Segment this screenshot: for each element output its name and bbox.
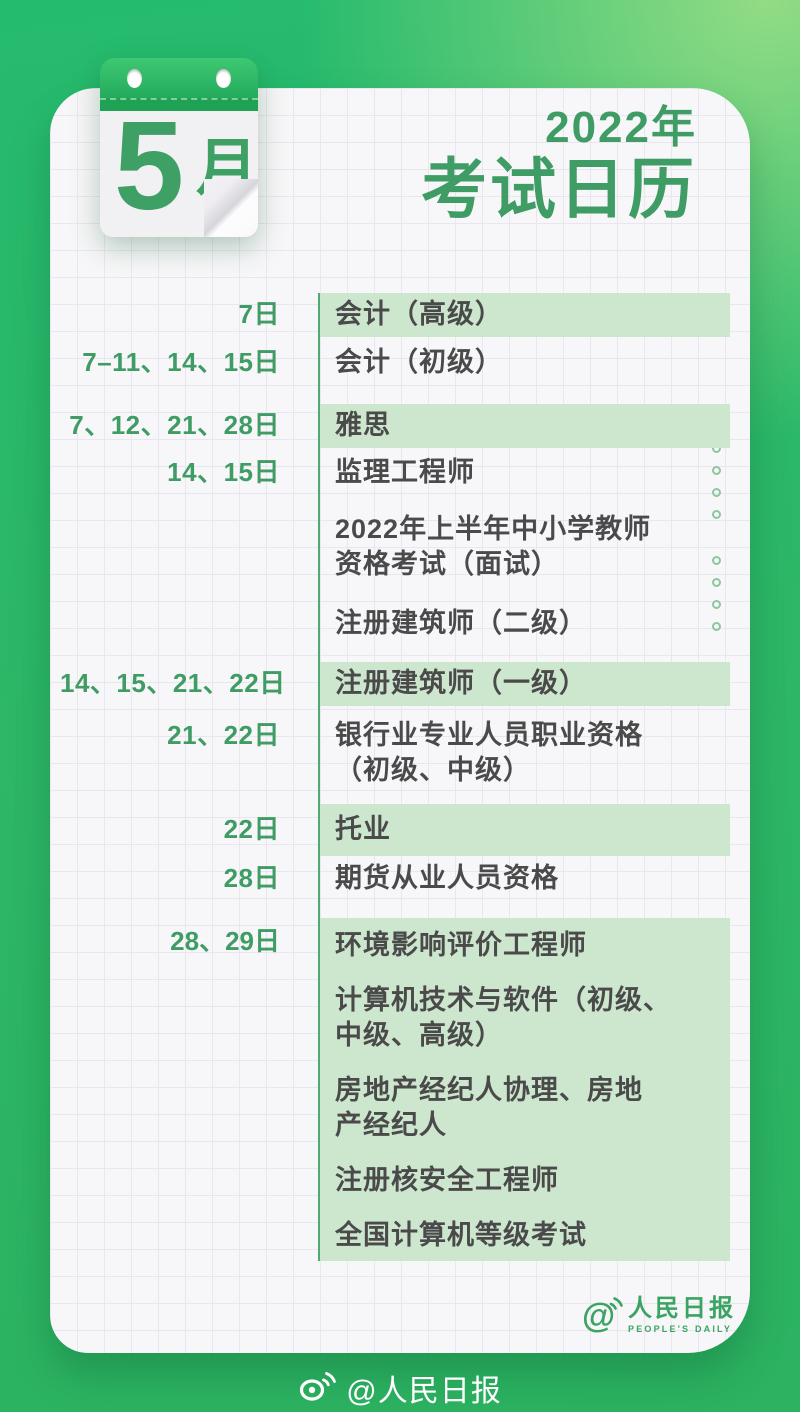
month-number: 5 (114, 111, 185, 236)
exam-name: 环境影响评价工程师 (335, 930, 587, 960)
dot-decoration-icon (712, 466, 721, 475)
peoples-daily-wordmark: 人民日报 PEOPLE'S DAILY (628, 1294, 736, 1334)
exam-name: 监理工程师 (335, 457, 475, 487)
exam-name: 房地产经纪人协理、房地 产经纪人 (335, 1075, 643, 1140)
exam-row: 14、15、21、22日 注册建筑师（一级） (60, 662, 730, 706)
exam-name: 注册建筑师（二级） (335, 608, 587, 638)
exam-row: 22日 托业 (60, 804, 730, 856)
exam-name: 注册建筑师（一级） (320, 662, 730, 706)
peoples-daily-logo: @ 人民日报 PEOPLE'S DAILY (581, 1294, 736, 1336)
exam-row: 注册建筑师（二级） (60, 606, 730, 641)
title-year: 2022年 (545, 103, 697, 152)
exam-name: 注册核安全工程师 (335, 1165, 559, 1195)
calendar-icon-stitch-band (100, 98, 258, 111)
exam-date: 28日 (223, 863, 280, 893)
date-name-divider-line (318, 293, 320, 1261)
exam-date: 14、15、21、22日 (60, 668, 286, 698)
calendar-icon-header (100, 58, 258, 98)
dot-decoration-icon (712, 622, 721, 631)
exam-row: 28日 期货从业人员资格 (60, 861, 730, 896)
exam-name: 托业 (320, 804, 730, 856)
exam-name: 雅思 (320, 404, 730, 448)
weibo-handle: @人民日报 (346, 1375, 502, 1408)
exam-date: 21、22日 (167, 720, 280, 750)
exam-date: 28、29日 (170, 926, 280, 956)
weibo-icon (298, 1370, 337, 1407)
binder-hole-icon (216, 69, 231, 88)
exam-date: 14、15日 (167, 457, 280, 487)
poster-title: 2022年 考试日历 (421, 103, 697, 226)
exam-row: 7日 会计（高级） (60, 293, 730, 337)
calendar-icon-page: 5 月 (100, 111, 258, 237)
exam-row: 2022年上半年中小学教师 资格考试（面试） (60, 512, 730, 582)
calendar-month-icon: 5 月 (100, 58, 258, 237)
binder-hole-icon (127, 69, 142, 88)
dot-decoration-icon (712, 488, 721, 497)
at-broadcast-icon: @ (581, 1294, 623, 1336)
page-curl-icon (204, 179, 258, 237)
exam-name: 银行业专业人员职业资格 （初级、中级） (335, 720, 643, 785)
exam-date: 7、12、21、28日 (69, 410, 280, 440)
svg-text:@: @ (582, 1297, 615, 1335)
exam-row: 14、15日 监理工程师 (60, 455, 730, 490)
exam-group-block: 环境影响评价工程师 计算机技术与软件（初级、 中级、高级） 房地产经纪人协理、房… (320, 918, 730, 1261)
dot-decoration-icon (712, 578, 721, 587)
exam-date: 22日 (223, 814, 280, 844)
exam-name: 会计（初级） (335, 347, 503, 377)
dot-decoration-icon (712, 510, 721, 519)
exam-name: 2022年上半年中小学教师 资格考试（面试） (335, 514, 652, 579)
exam-date: 7–11、14、15日 (82, 347, 280, 377)
page-title: 考试日历 (421, 152, 697, 226)
footer-credit: @人民日报 (0, 1366, 800, 1410)
exam-name: 计算机技术与软件（初级、 中级、高级） (335, 985, 671, 1050)
exam-row: 7、12、21、28日 雅思 (60, 404, 730, 448)
logo-subtitle: PEOPLE'S DAILY (628, 1323, 733, 1334)
logo-name: 人民日报 (628, 1294, 736, 1322)
dot-decoration-icon (712, 600, 721, 609)
exam-row: 21、22日 银行业专业人员职业资格 （初级、中级） (60, 718, 730, 788)
exam-name: 期货从业人员资格 (335, 863, 559, 893)
dot-decoration-icon (712, 556, 721, 565)
exam-name: 会计（高级） (320, 293, 730, 337)
exam-date: 7日 (238, 299, 280, 329)
exam-name: 全国计算机等级考试 (335, 1220, 587, 1250)
exam-row: 7–11、14、15日 会计（初级） (60, 345, 730, 380)
